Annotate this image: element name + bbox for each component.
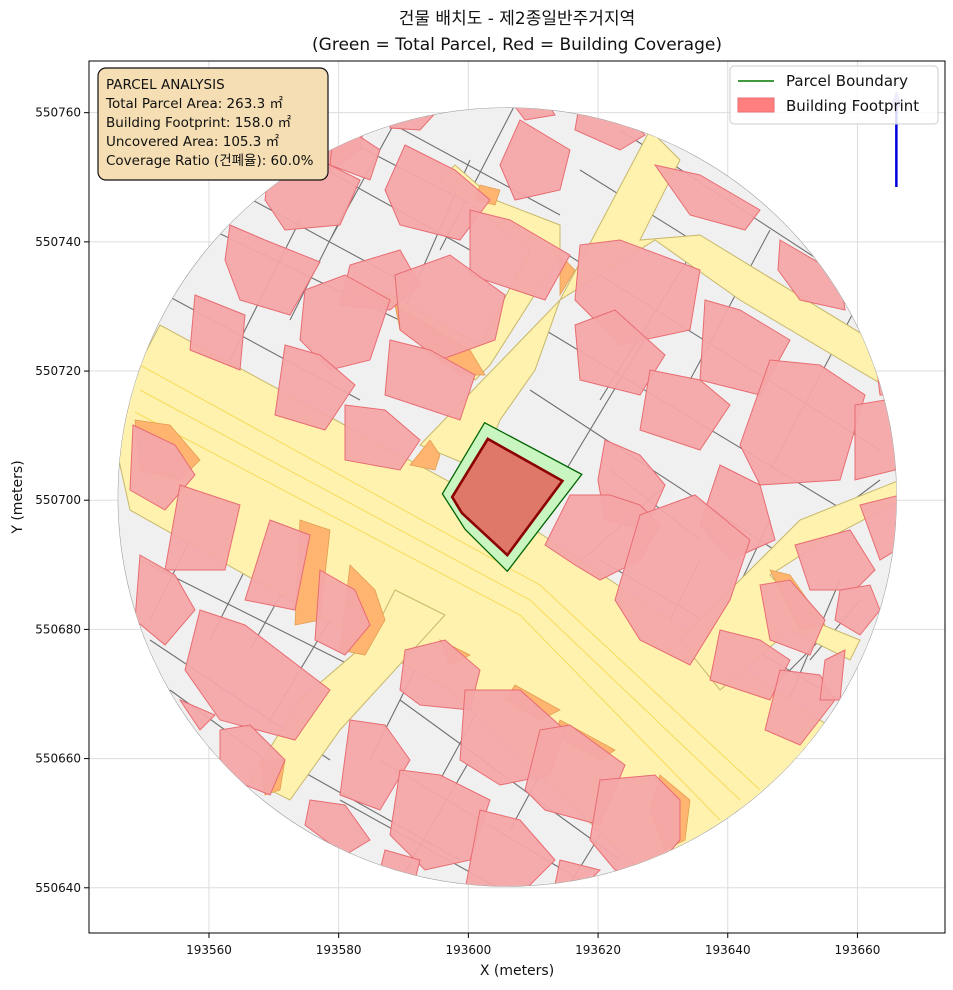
info-line-uncovered: Uncovered Area: 105.3 ㎡: [106, 134, 280, 150]
x-tick-label: 193620: [575, 943, 621, 957]
x-axis-label: X (meters): [480, 963, 554, 979]
x-axis-ticks: 193560 193580 193600 193620 193640 193660: [186, 933, 880, 957]
y-tick-label: 550660: [35, 752, 81, 766]
road-center-lines: [134, 364, 761, 821]
x-tick-label: 193640: [705, 943, 751, 957]
chart-title: 건물 배치도 - 제2종일반주거지역: [399, 9, 635, 29]
y-tick-label: 550760: [35, 106, 81, 120]
y-axis-ticks: 550640 550660 550680 550700 550720 550740 5507…: [35, 106, 89, 895]
y-tick-label: 550720: [35, 364, 81, 378]
y-tick-label: 550640: [35, 881, 81, 895]
y-tick-label: 550740: [35, 235, 81, 249]
info-line-total-area: Total Parcel Area: 263.3 ㎡: [105, 96, 283, 112]
legend: Parcel Boundary Building Footprint: [729, 65, 939, 125]
legend-building-label: Building Footprint: [786, 97, 919, 115]
chart-subtitle: (Green = Total Parcel, Red = Building Co…: [312, 35, 722, 55]
legend-parcel-label: Parcel Boundary: [786, 72, 908, 90]
legend-building-swatch: [737, 97, 775, 113]
info-line-footprint: Building Footprint: 158.0 ㎡: [106, 115, 292, 131]
y-tick-label: 550700: [35, 493, 81, 507]
parcel-analysis-box: PARCEL ANALYSIS Total Parcel Area: 263.3…: [97, 67, 329, 181]
y-tick-label: 550680: [35, 622, 81, 636]
x-tick-label: 193660: [835, 943, 881, 957]
target-building: [450, 437, 565, 558]
info-line-heading: PARCEL ANALYSIS: [106, 77, 225, 93]
x-tick-label: 193580: [316, 943, 362, 957]
info-line-coverage: Coverage Ratio (건폐율): 60.0%: [106, 153, 314, 169]
y-axis-label: Y (meters): [10, 460, 26, 534]
axes-frame: [88, 60, 946, 934]
x-tick-label: 193560: [186, 943, 232, 957]
x-tick-label: 193600: [445, 943, 491, 957]
